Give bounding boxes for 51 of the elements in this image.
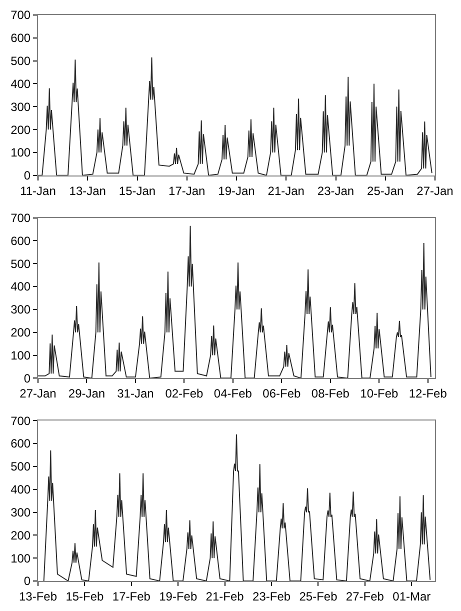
y-tick-label: 400: [10, 482, 31, 497]
y-tick-label: 100: [10, 146, 31, 160]
x-tick-label: 13-Jan: [69, 184, 106, 198]
x-tick-label: 13-Feb: [18, 589, 58, 604]
x-tick-label: 25-Feb: [299, 589, 338, 604]
y-tick-label: 200: [10, 528, 31, 542]
y-tick-label: 500: [10, 460, 31, 474]
x-tick-label: 02-Feb: [165, 386, 204, 401]
x-tick-label: 01-Mar: [392, 589, 431, 604]
y-tick-label: 300: [10, 302, 31, 317]
x-tick-label: 17-Feb: [112, 589, 151, 604]
x-tick-label: 11-Jan: [20, 184, 56, 198]
x-tick-label: 06-Feb: [262, 386, 302, 401]
y-tick-label: 600: [10, 31, 31, 46]
y-tick-label: 200: [10, 122, 31, 137]
x-tick-label: 29-Jan: [68, 386, 106, 401]
x-tick-label: 31-Jan: [117, 386, 154, 401]
x-tick-label: 27-Feb: [346, 589, 384, 604]
x-tick-label: 23-Feb: [252, 589, 291, 604]
x-tick-label: 15-Feb: [66, 589, 104, 604]
y-tick-label: 0: [24, 168, 31, 183]
x-tick-label: 08-Feb: [311, 386, 350, 401]
x-tick-label: 27-Jan: [20, 386, 56, 401]
y-tick-label: 600: [10, 436, 31, 451]
x-tick-label: 04-Feb: [214, 386, 252, 401]
x-tick-label: 21-Feb: [206, 589, 244, 604]
y-tick-label: 500: [10, 54, 31, 68]
x-tick-label: 10-Feb: [360, 386, 398, 401]
x-tick-label: 25-Jan: [367, 184, 404, 198]
x-tick-label: 19-Feb: [159, 589, 198, 604]
x-tick-label: 21-Jan: [268, 184, 304, 198]
x-tick-label: 17-Jan: [168, 184, 206, 198]
y-tick-label: 500: [10, 256, 31, 271]
y-tick-label: 300: [10, 100, 31, 114]
x-tick-label: 15-Jan: [118, 184, 156, 198]
y-tick-label: 700: [10, 414, 31, 428]
y-tick-label: 700: [10, 211, 31, 226]
y-tick-label: 600: [10, 234, 31, 248]
x-tick-label: 19-Jan: [218, 184, 255, 198]
y-tick-label: 0: [24, 574, 31, 588]
x-tick-label: 27-Jan: [416, 184, 454, 198]
y-tick-label: 100: [10, 348, 31, 362]
y-tick-label: 700: [10, 8, 31, 22]
x-tick-label: 23-Jan: [317, 184, 354, 198]
x-tick-label: 12-Feb: [408, 386, 448, 401]
y-tick-label: 400: [10, 76, 31, 91]
y-tick-label: 0: [24, 371, 31, 386]
y-tick-label: 100: [10, 551, 31, 566]
y-tick-label: 400: [10, 280, 31, 294]
y-tick-label: 300: [10, 505, 31, 520]
y-tick-label: 200: [10, 326, 31, 340]
